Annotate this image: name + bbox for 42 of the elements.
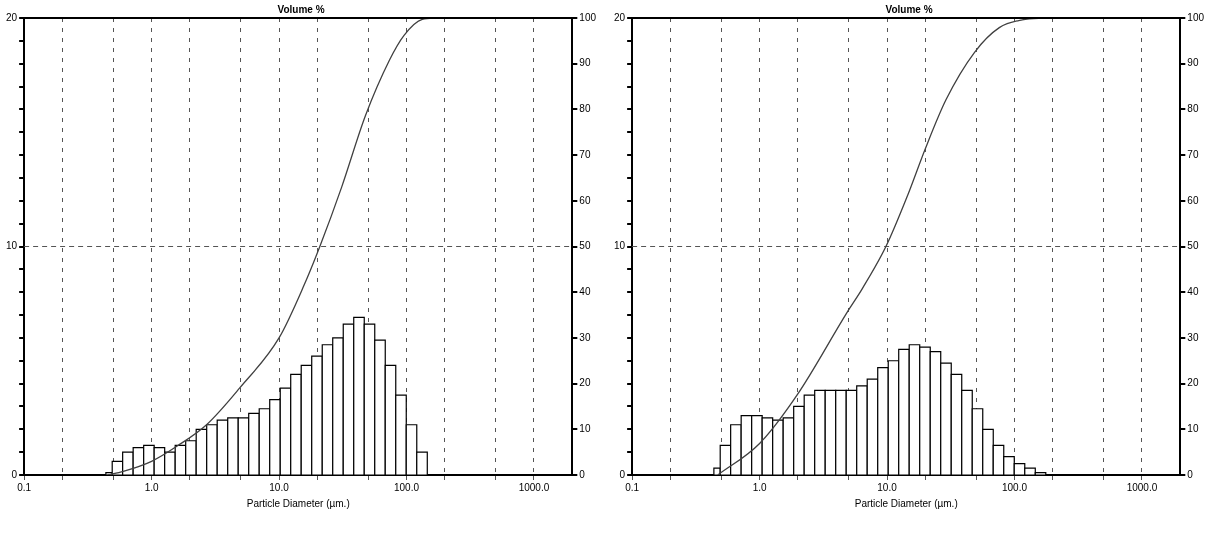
y2-tick-label: 40 [1187,285,1199,297]
y2-tick-label: 100 [579,11,597,23]
x-tick-label: 1.0 [752,481,767,493]
x-tick-label: 10.0 [269,481,290,493]
x-tick-label: 0.1 [625,481,640,493]
y-tick-label: 10 [6,240,18,252]
y2-tick-label: 50 [1187,240,1199,252]
y2-tick-label: 10 [579,423,591,435]
y2-tick-label: 70 [579,148,591,160]
y-tick-label: 10 [614,240,626,252]
chart-title: Volume % [885,3,933,15]
y2-tick-label: 100 [1187,11,1205,23]
y2-tick-label: 90 [579,57,591,69]
y2-tick-label: 60 [1187,194,1199,206]
y2-tick-label: 80 [579,103,591,115]
y-tick-label: 20 [6,11,18,23]
y2-tick-label: 0 [579,468,586,480]
y2-tick-label: 10 [1187,423,1199,435]
x-tick-label: 10.0 [877,481,898,493]
y2-tick-label: 0 [1187,468,1194,480]
y2-tick-label: 90 [1187,57,1199,69]
y2-tick-label: 30 [579,331,591,343]
y2-tick-label: 30 [1187,331,1199,343]
y2-tick-label: 70 [1187,148,1199,160]
y-tick-label: 0 [619,468,626,480]
x-tick-label: 1.0 [144,481,159,493]
x-axis-title: Particle Diameter (µm.) [246,497,350,509]
y2-tick-label: 40 [579,285,591,297]
x-tick-label: 1000.0 [518,481,550,493]
x-tick-label: 1000.0 [1126,481,1158,493]
y2-tick-label: 20 [579,377,591,389]
x-tick-label: 100.0 [1001,481,1028,493]
x-tick-label: 100.0 [393,481,420,493]
chart-title: Volume % [277,3,325,15]
y2-tick-label: 80 [1187,103,1199,115]
x-tick-label: 0.1 [17,481,32,493]
y-tick-label: 0 [11,468,18,480]
y-tick-label: 20 [614,11,626,23]
x-axis-title: Particle Diameter (µm.) [854,497,958,509]
y2-tick-label: 60 [579,194,591,206]
y2-tick-label: 50 [579,240,591,252]
y2-tick-label: 20 [1187,377,1199,389]
